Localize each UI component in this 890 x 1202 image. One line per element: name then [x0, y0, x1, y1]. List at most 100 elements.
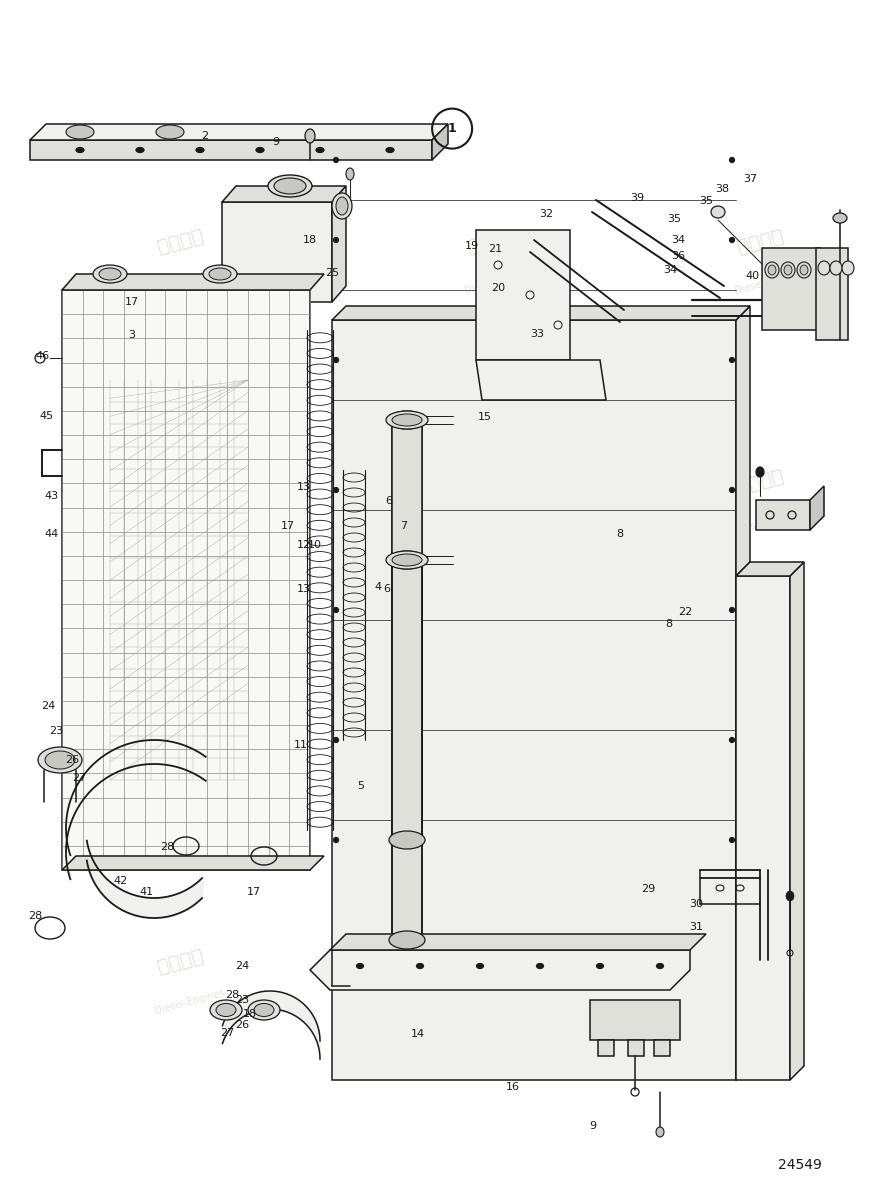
Text: 27: 27 — [220, 1028, 234, 1037]
Text: 45: 45 — [39, 411, 53, 421]
Text: 8: 8 — [666, 619, 673, 629]
Text: 紫发动力: 紫发动力 — [155, 707, 206, 737]
Polygon shape — [392, 419, 422, 840]
Bar — [598, 1040, 614, 1057]
Ellipse shape — [332, 194, 352, 219]
Ellipse shape — [336, 197, 348, 215]
Polygon shape — [736, 563, 804, 576]
Ellipse shape — [389, 551, 425, 569]
Ellipse shape — [786, 891, 794, 902]
Ellipse shape — [730, 357, 734, 363]
Text: 18: 18 — [243, 1010, 257, 1019]
Text: 37: 37 — [743, 174, 757, 184]
Ellipse shape — [45, 751, 75, 769]
Text: 40: 40 — [746, 272, 760, 281]
Ellipse shape — [656, 1127, 664, 1137]
Text: 紫发动力: 紫发动力 — [735, 707, 785, 737]
Ellipse shape — [389, 411, 425, 429]
Text: 16: 16 — [506, 1082, 520, 1091]
Text: Diesel-Engines: Diesel-Engines — [464, 988, 537, 1016]
Text: Diesel-Engines: Diesel-Engines — [154, 268, 226, 296]
Text: 紫发动力: 紫发动力 — [155, 466, 206, 498]
Text: 紫发动力: 紫发动力 — [465, 466, 515, 498]
Text: Diesel-Engines: Diesel-Engines — [733, 988, 806, 1016]
Text: Diesel-Engines: Diesel-Engines — [464, 268, 537, 296]
Polygon shape — [736, 307, 750, 1081]
Text: 25: 25 — [325, 268, 339, 278]
Ellipse shape — [389, 932, 425, 950]
Ellipse shape — [781, 262, 795, 278]
Ellipse shape — [305, 129, 315, 143]
Text: 32: 32 — [539, 209, 554, 219]
Ellipse shape — [334, 838, 338, 843]
Ellipse shape — [99, 268, 121, 280]
Text: 17: 17 — [247, 887, 261, 897]
Ellipse shape — [476, 964, 483, 969]
Ellipse shape — [334, 607, 338, 613]
Text: 35: 35 — [667, 214, 681, 224]
Ellipse shape — [334, 738, 338, 743]
Text: 23: 23 — [49, 726, 63, 736]
Ellipse shape — [210, 1000, 242, 1020]
Text: 13: 13 — [296, 584, 311, 594]
Ellipse shape — [818, 261, 830, 275]
Text: Diesel-Engines: Diesel-Engines — [154, 507, 226, 536]
Ellipse shape — [730, 488, 734, 493]
Text: 26: 26 — [65, 755, 79, 764]
Ellipse shape — [784, 264, 792, 275]
Bar — [654, 1040, 670, 1057]
Ellipse shape — [392, 413, 422, 426]
Ellipse shape — [274, 178, 306, 194]
Polygon shape — [332, 307, 750, 320]
Text: 9: 9 — [272, 137, 279, 147]
Text: 9: 9 — [589, 1121, 596, 1131]
Ellipse shape — [254, 1004, 274, 1017]
Polygon shape — [816, 248, 848, 340]
Text: 44: 44 — [44, 529, 59, 538]
Text: 紫发动力: 紫发动力 — [465, 947, 515, 977]
Text: 15: 15 — [478, 412, 492, 422]
Text: 33: 33 — [530, 329, 545, 339]
Ellipse shape — [209, 268, 231, 280]
Polygon shape — [590, 1000, 680, 1040]
Text: 41: 41 — [140, 887, 154, 897]
Polygon shape — [310, 950, 690, 990]
Text: 1: 1 — [448, 123, 457, 135]
Ellipse shape — [196, 148, 204, 153]
Polygon shape — [332, 320, 736, 1081]
Text: 43: 43 — [44, 492, 59, 501]
Text: 24549: 24549 — [778, 1158, 822, 1172]
Text: 紫发动力: 紫发动力 — [465, 707, 515, 737]
Text: 24: 24 — [41, 701, 55, 710]
Ellipse shape — [800, 264, 808, 275]
Polygon shape — [30, 139, 432, 160]
Polygon shape — [476, 361, 606, 400]
Text: Diesel-Engines: Diesel-Engines — [733, 268, 806, 296]
Text: 34: 34 — [663, 266, 677, 275]
Polygon shape — [432, 124, 448, 160]
Text: 27: 27 — [72, 773, 86, 783]
Ellipse shape — [711, 206, 725, 218]
Text: 38: 38 — [715, 184, 729, 194]
Polygon shape — [736, 563, 750, 1081]
Text: 7: 7 — [400, 522, 407, 531]
Ellipse shape — [334, 357, 338, 363]
Ellipse shape — [386, 148, 394, 153]
Ellipse shape — [156, 125, 184, 139]
Ellipse shape — [93, 264, 127, 282]
Text: 13: 13 — [296, 482, 311, 492]
Ellipse shape — [76, 148, 84, 153]
Text: 19: 19 — [465, 242, 479, 251]
Ellipse shape — [316, 148, 324, 153]
Ellipse shape — [256, 148, 264, 153]
Ellipse shape — [797, 262, 811, 278]
Ellipse shape — [657, 964, 664, 969]
Ellipse shape — [346, 168, 354, 180]
Text: 23: 23 — [235, 995, 249, 1005]
Text: 4: 4 — [375, 582, 382, 591]
Polygon shape — [62, 290, 310, 870]
Ellipse shape — [833, 213, 847, 224]
Text: 30: 30 — [689, 899, 703, 909]
Ellipse shape — [334, 488, 338, 493]
Text: 5: 5 — [357, 781, 364, 791]
